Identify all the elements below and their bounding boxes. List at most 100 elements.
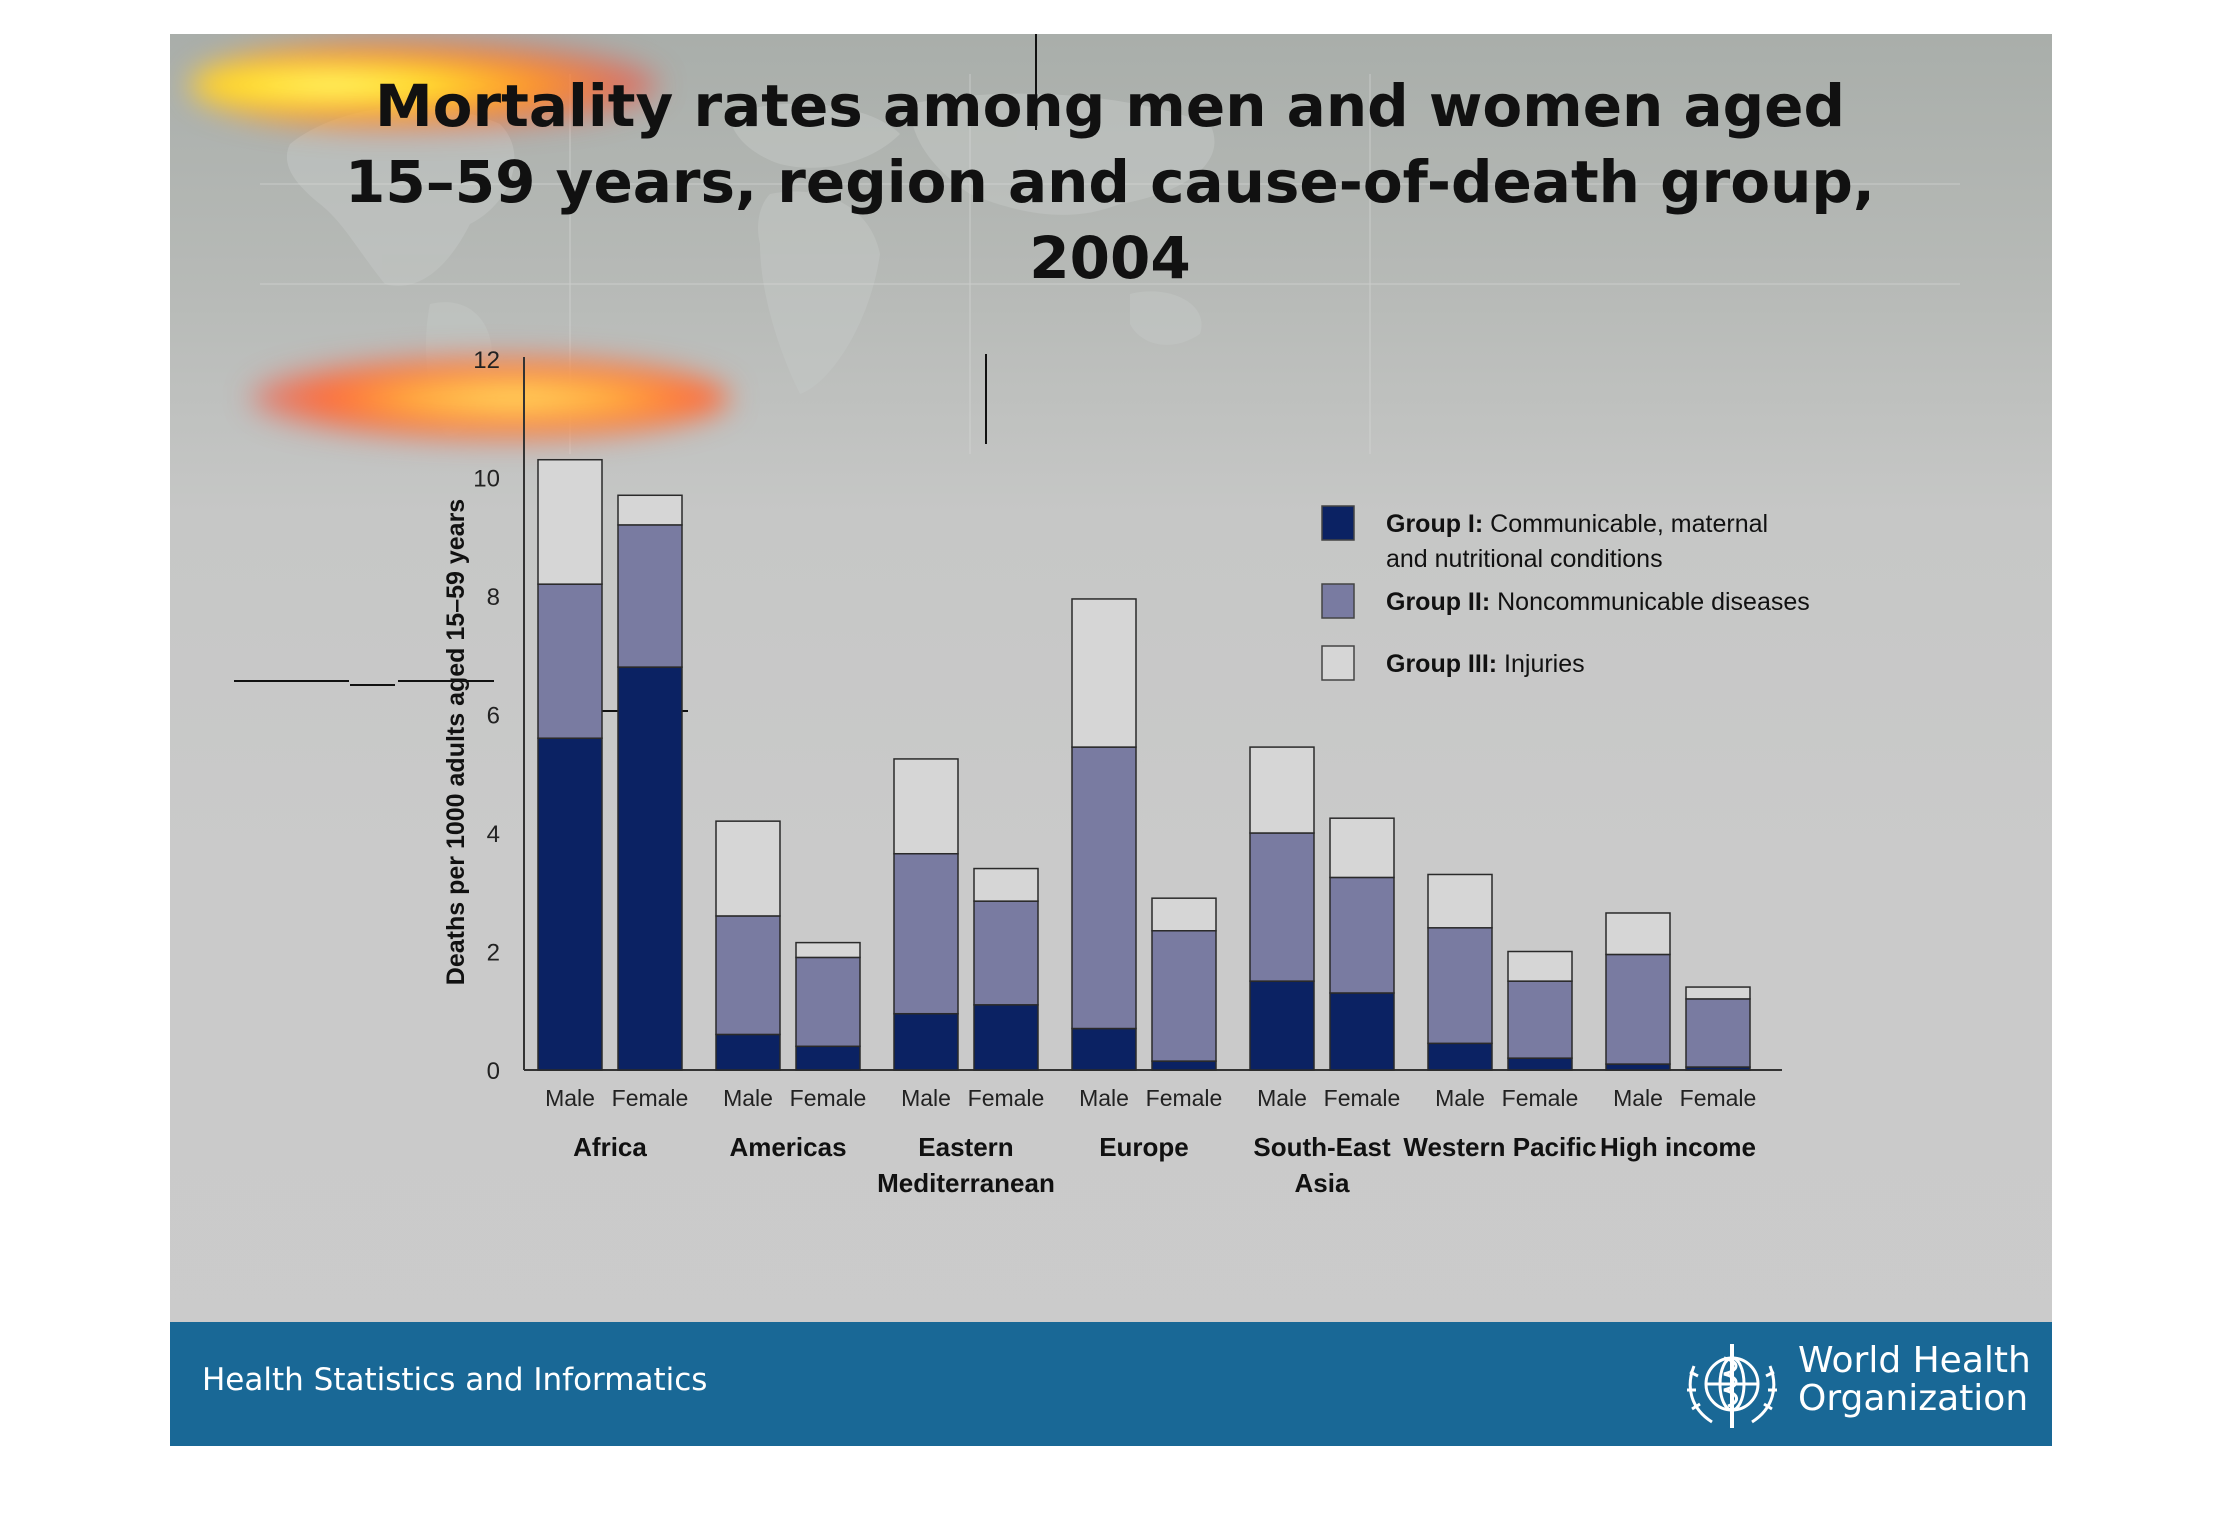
bar-segment bbox=[795, 1045, 861, 1071]
bar-segment bbox=[973, 900, 1039, 1006]
heatmap-overlay bbox=[250, 356, 730, 440]
x-tick-label: Female bbox=[1502, 1085, 1579, 1111]
bar-segment bbox=[1605, 912, 1671, 956]
bar-segment bbox=[617, 666, 683, 1071]
y-tick-label: 2 bbox=[487, 940, 500, 967]
divider bbox=[234, 680, 349, 682]
legend-label-bold: Group III: bbox=[1386, 650, 1504, 678]
region-label: High income bbox=[1600, 1132, 1756, 1162]
bar-segment bbox=[1249, 980, 1315, 1071]
bar-segment bbox=[1507, 1057, 1573, 1071]
title-line: Mortality rates among men and women aged bbox=[374, 72, 1846, 140]
bar-segment bbox=[617, 524, 683, 668]
x-tick-label: Female bbox=[1680, 1085, 1757, 1111]
x-tick-label: Male bbox=[545, 1085, 595, 1111]
region-label: South-East bbox=[1253, 1132, 1391, 1162]
bar-segment bbox=[1249, 832, 1315, 982]
region-label: Africa bbox=[573, 1132, 647, 1162]
bar-segment bbox=[537, 458, 603, 585]
legend-label-text: Noncommunicable diseases bbox=[1497, 588, 1810, 616]
bar-segment bbox=[1427, 873, 1493, 929]
bars bbox=[537, 458, 1751, 1071]
x-tick-label: Female bbox=[968, 1085, 1045, 1111]
y-tick-label: 10 bbox=[473, 466, 500, 493]
bar-segment bbox=[1427, 927, 1493, 1045]
divider bbox=[1035, 34, 1037, 130]
bar-segment bbox=[893, 758, 959, 855]
who-emblem-icon bbox=[1687, 1344, 1777, 1428]
bar-segment bbox=[1329, 876, 1395, 994]
bar-segment bbox=[1507, 950, 1573, 982]
world-map-icon bbox=[260, 74, 1960, 454]
legend: Group I: Communicable, maternal and nutri… bbox=[1321, 505, 1810, 681]
y-tick-label: 4 bbox=[487, 821, 500, 848]
bar-segment bbox=[1605, 1063, 1671, 1071]
divider bbox=[350, 684, 395, 686]
region-label: Europe bbox=[1099, 1132, 1189, 1162]
region-label: Asia bbox=[1295, 1168, 1350, 1198]
x-tick-label: Male bbox=[723, 1085, 773, 1111]
org-name: World Health Organization bbox=[1798, 1342, 2031, 1418]
bar-segment bbox=[973, 867, 1039, 902]
bar-segment bbox=[617, 494, 683, 526]
legend-swatch bbox=[1321, 505, 1355, 541]
x-tick-label: Male bbox=[1435, 1085, 1485, 1111]
divider bbox=[985, 354, 987, 444]
bar-segment bbox=[1507, 980, 1573, 1059]
x-tick-label: Male bbox=[901, 1085, 951, 1111]
bar-segment bbox=[893, 852, 959, 1015]
heatmap-overlay bbox=[190, 40, 660, 130]
org-name-line: World Health bbox=[1798, 1340, 2031, 1381]
x-tick-label: Male bbox=[1613, 1085, 1663, 1111]
title-line: 2004 bbox=[1029, 224, 1191, 292]
bar-segment bbox=[1151, 897, 1217, 932]
footer: Health Statistics and Informatics World … bbox=[170, 1322, 2052, 1446]
legend-swatch bbox=[1321, 583, 1355, 619]
bar-segment bbox=[1071, 1027, 1137, 1071]
legend-label: Group I: Communicable, maternal bbox=[1386, 510, 1768, 538]
bar-segment bbox=[1427, 1042, 1493, 1071]
bar-segment bbox=[795, 941, 861, 959]
x-tick-label: Female bbox=[1146, 1085, 1223, 1111]
slide: Mortality rates among men and women aged… bbox=[170, 34, 2052, 1446]
region-label: Western Pacific bbox=[1403, 1132, 1596, 1162]
bar-segment bbox=[1071, 598, 1137, 748]
region-label: Mediterranean bbox=[877, 1168, 1055, 1198]
title-line: 15–59 years, region and cause-of-death g… bbox=[345, 148, 1875, 216]
x-tick-label: Male bbox=[1257, 1085, 1307, 1111]
x-tick-label: Female bbox=[1324, 1085, 1401, 1111]
bar-segment bbox=[537, 737, 603, 1071]
chart: 0 2 4 6 8 10 12 Deaths per 1000 adults aged 15… bbox=[442, 347, 1810, 1198]
legend-label-text: Injuries bbox=[1504, 650, 1585, 678]
y-tick-label: 6 bbox=[487, 703, 500, 730]
region-label: Eastern bbox=[918, 1132, 1013, 1162]
legend-label-bold: Group I: bbox=[1386, 510, 1490, 538]
y-tick-label: 12 bbox=[473, 347, 500, 374]
bar-segment bbox=[795, 956, 861, 1048]
bar-segment bbox=[1249, 746, 1315, 834]
legend-swatch bbox=[1321, 645, 1355, 681]
legend-label-bold: Group II: bbox=[1386, 588, 1497, 616]
bar-segment bbox=[1151, 1060, 1217, 1071]
legend-label: Group III: Injuries bbox=[1386, 650, 1585, 678]
legend-label: Group II: Noncommunicable diseases bbox=[1386, 588, 1810, 616]
bar-segment bbox=[1329, 992, 1395, 1071]
x-tick-label: Female bbox=[790, 1085, 867, 1111]
bar-segment bbox=[973, 1004, 1039, 1071]
bar-segment bbox=[715, 1033, 781, 1071]
bar-segment bbox=[1685, 986, 1751, 1000]
bar-segment bbox=[1071, 746, 1137, 1030]
bar-segment bbox=[1605, 953, 1671, 1065]
bar-segment bbox=[1685, 998, 1751, 1068]
bar-segment bbox=[893, 1012, 959, 1071]
footer-text: Health Statistics and Informatics bbox=[202, 1362, 708, 1398]
x-axis-labels: Male Female Africa Male Female Americas Male Fe… bbox=[545, 1085, 1756, 1198]
page-title: Mortality rates among men and women aged… bbox=[310, 68, 1910, 296]
divider bbox=[398, 680, 494, 682]
y-tick-label: 8 bbox=[487, 584, 500, 611]
legend-label: and nutritional conditions bbox=[1386, 545, 1663, 573]
x-tick-label: Female bbox=[612, 1085, 689, 1111]
x-tick-label: Male bbox=[1079, 1085, 1129, 1111]
bar-segment bbox=[1329, 817, 1395, 879]
y-tick-label: 0 bbox=[487, 1058, 500, 1085]
